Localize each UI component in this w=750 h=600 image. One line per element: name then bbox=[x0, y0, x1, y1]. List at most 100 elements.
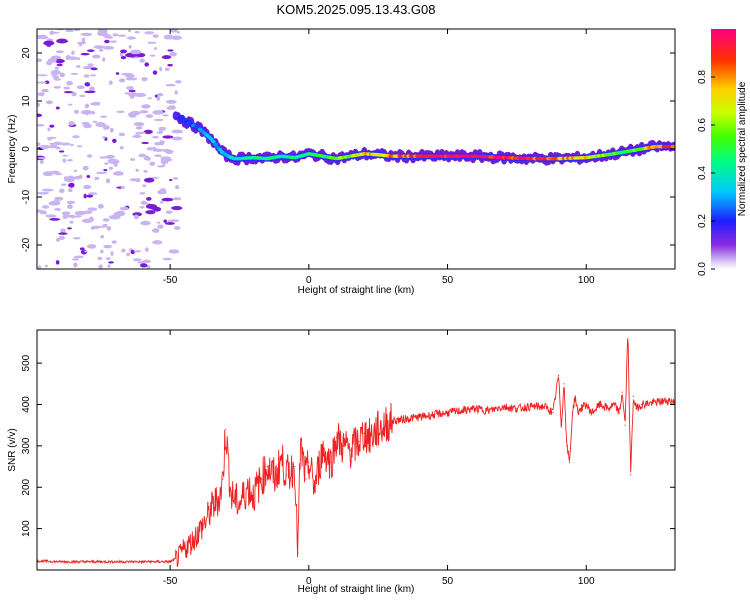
colorbar-axis: 0.0 0.2 0.4 0.6 0.8 bbox=[697, 70, 715, 276]
noise-speckle bbox=[83, 184, 92, 190]
noise-speckle bbox=[152, 34, 159, 38]
snr-data-point bbox=[516, 408, 518, 410]
noise-speckle bbox=[168, 178, 173, 182]
noise-speckle bbox=[69, 220, 74, 224]
noise-speckle bbox=[149, 161, 156, 166]
noise-speckle bbox=[165, 83, 176, 87]
snr-data-point bbox=[574, 395, 576, 397]
spectrogram-x-tick-label: -50 bbox=[163, 275, 178, 286]
spectrogram-y-tick-label: 10 bbox=[21, 95, 32, 107]
noise-speckle bbox=[54, 66, 59, 70]
noise-speckle bbox=[176, 31, 180, 34]
noise-speckle bbox=[139, 58, 145, 63]
noise-speckle bbox=[62, 158, 67, 163]
snr-data-point bbox=[585, 403, 587, 406]
snr-data-point bbox=[247, 486, 249, 488]
noise-speckle bbox=[102, 218, 110, 222]
noise-speckle bbox=[71, 50, 75, 55]
noise-speckle bbox=[115, 210, 126, 216]
snr-data-point bbox=[433, 414, 435, 416]
noise-speckle bbox=[56, 63, 63, 67]
noise-speckle bbox=[91, 225, 101, 230]
noise-speckle bbox=[174, 185, 180, 190]
noise-speckle bbox=[134, 31, 140, 34]
noise-speckle bbox=[127, 92, 139, 97]
noise-speckle bbox=[117, 34, 127, 37]
snr-data-point bbox=[252, 494, 254, 497]
noise-speckle bbox=[87, 192, 98, 196]
noise-speckle bbox=[71, 258, 79, 261]
noise-speckle bbox=[156, 96, 161, 101]
noise-speckle bbox=[81, 121, 90, 125]
snr-data-point bbox=[560, 424, 562, 426]
noise-speckle bbox=[41, 188, 54, 192]
noise-speckle bbox=[112, 138, 117, 143]
noise-speckle bbox=[84, 250, 88, 253]
noise-speckle bbox=[145, 114, 154, 118]
snr-data-point bbox=[630, 474, 632, 476]
noise-speckle bbox=[62, 154, 69, 157]
noise-speckle bbox=[93, 45, 106, 49]
spectrogram-y-tick-label: 0 bbox=[21, 146, 32, 152]
noise-speckle bbox=[160, 156, 171, 160]
noise-speckle bbox=[125, 77, 138, 81]
noise-speckle bbox=[98, 264, 103, 269]
noise-speckle bbox=[87, 63, 94, 67]
noise-speckle bbox=[133, 250, 142, 253]
noise-speckle bbox=[66, 175, 75, 181]
noise-speckle bbox=[102, 57, 106, 62]
noise-speckle bbox=[72, 236, 81, 240]
noise-speckle bbox=[71, 91, 77, 97]
noise-speckle bbox=[106, 257, 111, 261]
noise-speckle bbox=[49, 30, 55, 35]
noise-speckle bbox=[139, 110, 149, 114]
noise-speckle bbox=[58, 232, 68, 235]
noise-speckle bbox=[82, 165, 89, 171]
snr-data-point bbox=[266, 465, 268, 468]
noise-speckle bbox=[174, 90, 178, 95]
noise-speckle bbox=[160, 200, 164, 204]
colorbar-label: Normalized spectral amplitude bbox=[737, 81, 748, 216]
noise-speckle bbox=[144, 247, 149, 252]
noise-speckle bbox=[67, 103, 73, 106]
snr-data-point bbox=[544, 405, 546, 408]
noise-speckle bbox=[103, 168, 108, 172]
snr-data-point bbox=[261, 478, 263, 480]
noise-speckle bbox=[94, 176, 100, 181]
noise-speckle bbox=[79, 247, 85, 251]
noise-speckle bbox=[92, 54, 101, 59]
noise-speckle bbox=[143, 156, 150, 161]
noise-speckle bbox=[62, 214, 68, 220]
snr-data-point bbox=[391, 420, 393, 422]
snr-data-point bbox=[557, 374, 560, 377]
snr-data-point bbox=[308, 461, 310, 464]
snr-data-point bbox=[419, 416, 421, 418]
noise-speckle bbox=[140, 220, 151, 226]
ridge-cell bbox=[208, 137, 214, 141]
noise-speckle bbox=[111, 240, 117, 244]
noise-speckle bbox=[63, 176, 68, 180]
noise-speckle bbox=[86, 194, 94, 198]
noise-speckle bbox=[161, 55, 172, 60]
noise-speckle bbox=[152, 70, 158, 75]
colorbar-tick-label: 0.0 bbox=[697, 262, 708, 276]
spectrogram-y-tick-label: 20 bbox=[21, 47, 32, 59]
snr-y-tick-label: 500 bbox=[21, 354, 32, 371]
noise-speckle bbox=[49, 217, 61, 221]
snr-data-point bbox=[580, 408, 582, 410]
noise-speckle bbox=[141, 77, 148, 82]
snr-data-point bbox=[571, 412, 573, 414]
noise-speckle bbox=[149, 54, 156, 57]
noise-speckle bbox=[116, 110, 125, 113]
noise-speckle bbox=[53, 141, 63, 146]
colorbar-tick-label: 0.2 bbox=[697, 214, 708, 228]
noise-speckle bbox=[119, 146, 124, 150]
snr-data-point bbox=[363, 432, 365, 435]
noise-speckle bbox=[167, 49, 174, 52]
noise-speckle bbox=[113, 163, 118, 167]
snr-y-tick-label: 100 bbox=[21, 520, 32, 537]
snr-data-point bbox=[286, 474, 288, 476]
noise-speckle bbox=[157, 224, 164, 229]
noise-speckle bbox=[121, 248, 126, 253]
noise-speckle bbox=[47, 138, 53, 141]
